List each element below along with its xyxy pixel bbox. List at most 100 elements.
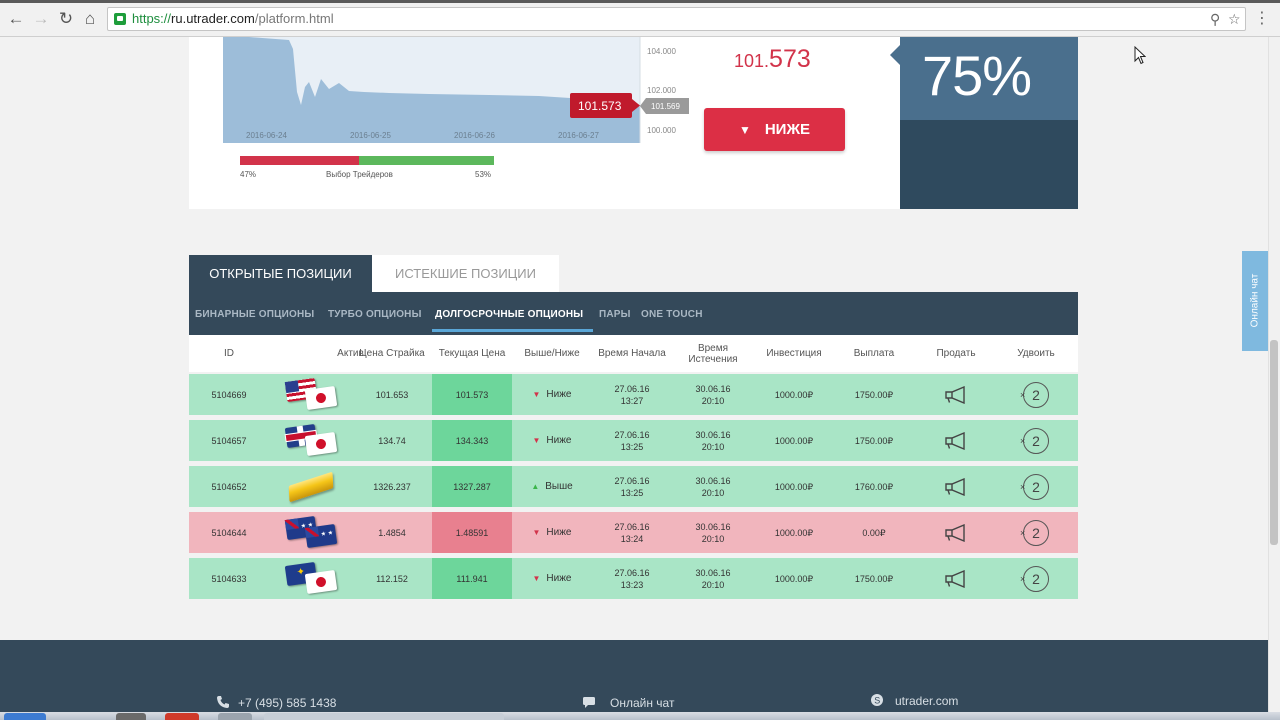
online-chat-side-tab[interactable]: Онлайн чат	[1242, 251, 1268, 351]
reload-icon[interactable]: ↻	[58, 9, 74, 28]
investment-amount: 1000.00₽	[774, 481, 814, 492]
double-x2-icon[interactable]: × 2	[1020, 473, 1049, 500]
direction-cell: ▼ Ниже	[512, 374, 592, 415]
double-x2-icon[interactable]: × 2	[1020, 427, 1049, 454]
expiry-date: 30.06.16	[695, 429, 731, 440]
x-tick-label: 2016-06-24	[246, 131, 287, 140]
column-header-direction: Выше/Ниже	[524, 348, 580, 359]
expiry-time: 30.06.16 20:10	[673, 374, 753, 415]
double-cell: × 2	[996, 374, 1076, 415]
double-x2-icon[interactable]: × 2	[1020, 519, 1049, 546]
lower-button[interactable]: ▼ НИЖЕ	[704, 108, 845, 151]
table-row: 5104669 101.653 101.573 ▼ Ниже 27.06.16 13…	[189, 374, 1078, 415]
skype-icon: S	[871, 694, 883, 706]
double-x2-icon[interactable]: × 2	[1020, 381, 1049, 408]
browser-menu-icon[interactable]: ⋮	[1254, 10, 1270, 27]
subnav-longterm-options[interactable]: ДОЛГОСРОЧНЫЕ ОПЦИОНЫ	[435, 309, 584, 320]
forward-arrow-icon[interactable]: →	[32, 9, 50, 28]
x-axis: 2016-06-24 2016-06-25 2016-06-26 2016-06…	[246, 131, 599, 140]
direction-cell: ▼ Ниже	[512, 420, 592, 461]
column-header-id: ID	[224, 348, 234, 359]
payout-amount: 1750.00₽	[854, 389, 894, 400]
direction-cell: ▲ Выше	[512, 466, 592, 507]
asset-cell	[269, 466, 352, 507]
current-price: 1.48591	[432, 512, 512, 553]
url-text[interactable]: https://ru.utrader.com/platform.html	[132, 11, 334, 26]
direction-arrow-icon: ▼	[532, 435, 541, 445]
strike-price: 1326.237	[373, 481, 411, 492]
y-tick-label: 100.000	[647, 126, 676, 135]
direction-cell: ▼ Ниже	[512, 558, 592, 599]
column-header-sell: Продать	[936, 348, 976, 359]
expiry-time: 30.06.16 20:10	[673, 420, 753, 461]
footer-online-chat[interactable]: Онлайн чат	[610, 696, 675, 710]
strike-price: 134.74	[378, 435, 406, 446]
footer-skype[interactable]: utrader.com	[895, 694, 959, 708]
address-bar[interactable]: https://ru.utrader.com/platform.html ⚲ ☆	[107, 7, 1246, 31]
subnav-turbo-options[interactable]: ТУРБО ОПЦИОНЫ	[328, 309, 422, 320]
expiry-clock: 20:10	[701, 441, 725, 452]
subnav-binary-options[interactable]: БИНАРНЫЕ ОПЦИОНЫ	[195, 309, 315, 320]
position-id: 5104669	[211, 389, 247, 400]
site-footer: +7 (495) 585 1438 Онлайн чат S utrader.c…	[0, 640, 1268, 720]
side-price-box	[640, 98, 689, 114]
payout-amount: 1760.00₽	[854, 481, 894, 492]
asset-cell	[269, 420, 352, 461]
megaphone-icon[interactable]	[944, 385, 968, 404]
strike-price: 112.152	[376, 573, 408, 584]
footer-phone[interactable]: +7 (495) 585 1438	[238, 696, 337, 710]
taskbar-window-button[interactable]	[264, 713, 504, 720]
tab-expired-positions[interactable]: ИСТЕКШИЕ ПОЗИЦИИ	[372, 255, 559, 292]
secure-lock-icon[interactable]	[114, 13, 126, 25]
subnav-pairs[interactable]: ПАРЫ	[599, 309, 631, 320]
bookmark-star-icon[interactable]: ☆	[1228, 11, 1241, 27]
start-time: 27.06.16 13:25	[592, 466, 672, 507]
start-clock: 13:27	[620, 395, 644, 406]
asset-cell	[269, 512, 352, 553]
traders-choice-bar	[240, 156, 494, 165]
double-x2-icon[interactable]: × 2	[1020, 565, 1049, 592]
megaphone-icon[interactable]	[944, 477, 968, 496]
page-scrollbar-thumb[interactable]	[1270, 340, 1278, 545]
os-taskbar	[0, 712, 1280, 720]
column-header-start-time: Время Начала	[598, 348, 666, 359]
current-price: 134.343	[432, 420, 512, 461]
megaphone-icon[interactable]	[944, 569, 968, 588]
key-icon[interactable]: ⚲	[1210, 11, 1221, 27]
taskbar-app-icon[interactable]	[165, 713, 199, 720]
position-id: 5104657	[211, 435, 247, 446]
sentiment-down-fill	[240, 156, 359, 165]
taskbar-start-button[interactable]	[4, 713, 46, 720]
table-row: 5104652 1326.237 1327.287 ▲ Выше 27.06.16…	[189, 466, 1078, 507]
direction-arrow-icon: ▲	[531, 481, 540, 491]
subnav-one-touch[interactable]: ONE TOUCH	[641, 309, 703, 320]
payout-amount: 1750.00₽	[854, 573, 894, 584]
taskbar-app-icon[interactable]	[116, 713, 146, 720]
x-tick-label: 2016-06-25	[350, 131, 391, 140]
column-header-asset: Актив	[337, 348, 364, 359]
start-clock: 13:25	[620, 441, 644, 452]
back-arrow-icon[interactable]: ←	[7, 9, 25, 28]
window-top-border	[0, 0, 1280, 3]
price-chart: 104.000 102.000 100.000 2016-06-24 2016-…	[223, 37, 689, 143]
sell-cell	[916, 558, 996, 599]
megaphone-icon[interactable]	[944, 431, 968, 450]
megaphone-icon[interactable]	[944, 523, 968, 542]
start-time: 27.06.16 13:23	[592, 558, 672, 599]
position-id: 5104652	[211, 481, 247, 492]
taskbar-app-icon[interactable]	[218, 713, 252, 720]
gold-bar-icon	[288, 471, 333, 502]
chat-icon	[583, 697, 595, 708]
sentiment-up-pct: 53%	[475, 170, 492, 179]
start-clock: 13:23	[620, 579, 644, 590]
home-icon[interactable]: ⌂	[84, 9, 96, 28]
double-cell: × 2	[996, 420, 1076, 461]
side-price-marker: 101.569	[640, 98, 689, 114]
tab-open-positions[interactable]: ОТКРЫТЫЕ ПОЗИЦИИ	[189, 255, 372, 292]
start-date: 27.06.16	[614, 521, 650, 532]
payout-panel: 75%	[890, 37, 1078, 209]
phone-icon	[217, 696, 229, 708]
sell-cell	[916, 374, 996, 415]
asset-cell	[269, 558, 352, 599]
asset-cell	[269, 374, 352, 415]
